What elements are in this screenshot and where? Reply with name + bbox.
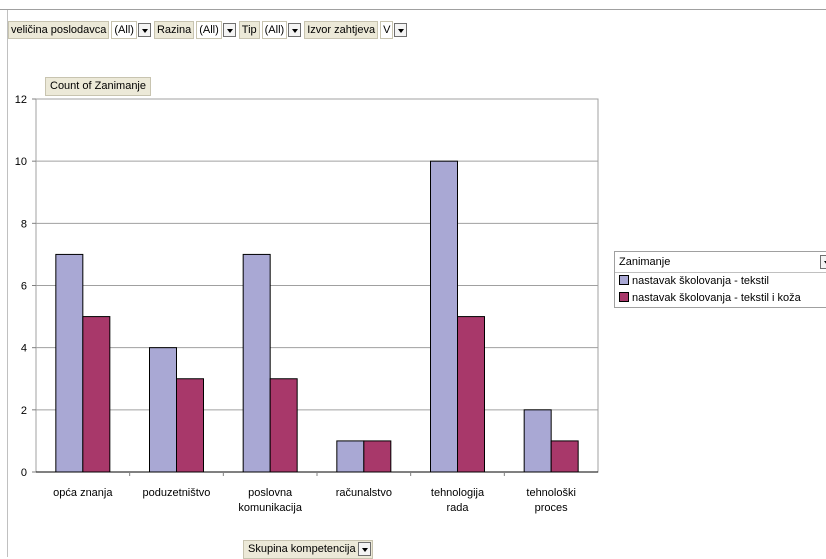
x-tick-label: tehnologija rada [431, 487, 485, 514]
row-field-button[interactable]: Skupina kompetencija [243, 540, 373, 559]
bars-layer [55, 160, 579, 473]
x-tick-label: opća znanja [53, 487, 113, 499]
x-tick-label: računalstvo [336, 487, 392, 499]
page-filter-bar: veličina poslodavca (All) Razina (All) T… [8, 21, 410, 39]
filter-dropdown-velicina-icon[interactable] [137, 23, 151, 37]
bar-series-2 [457, 316, 485, 473]
filter-dropdown-razina-icon[interactable] [222, 23, 236, 37]
bar-series-2 [82, 316, 111, 473]
bar-series-1 [149, 347, 177, 473]
filter-label-tip: Tip [238, 21, 260, 39]
bar-series-2 [176, 378, 204, 473]
filter-value-razina[interactable]: (All) [196, 21, 222, 39]
y-tick-label: 10 [15, 156, 27, 168]
bar-series-1 [523, 409, 552, 473]
bar-series-1 [336, 440, 365, 473]
legend-swatch-icon [619, 292, 629, 302]
y-tick-label: 0 [21, 467, 27, 479]
filter-label-izvor: Izvor zahtjeva [304, 21, 379, 39]
filter-label-razina: Razina [153, 21, 195, 39]
filter-label-velicina: veličina poslodavca [8, 21, 110, 39]
x-tick-label: tehnološki proces [526, 487, 576, 514]
filter-dropdown-izvor-icon[interactable] [394, 23, 408, 37]
legend-title: Zanimanje [619, 256, 671, 268]
legend-dropdown-icon[interactable] [820, 255, 826, 269]
legend-header: Zanimanje [615, 252, 826, 273]
x-tick-label: poslovna komunikacija [238, 487, 302, 514]
legend-item-label: nastavak školovanja - tekstil i koža [632, 292, 801, 304]
bar-series-1 [430, 160, 458, 473]
row-field-dropdown-icon[interactable] [357, 542, 371, 557]
data-field-button[interactable]: Count of Zanimanje [45, 77, 151, 96]
top-border [0, 9, 826, 10]
bar-series-2 [363, 440, 392, 473]
legend-item: nastavak školovanja - tekstil i koža [615, 290, 826, 307]
y-tick-label: 12 [15, 94, 27, 106]
legend-item-label: nastavak školovanja - tekstil [632, 275, 769, 287]
legend-item: nastavak školovanja - tekstil [615, 273, 826, 290]
row-field-label: Skupina kompetencija [248, 543, 356, 555]
y-tick-label: 4 [21, 343, 27, 355]
bar-series-2 [269, 378, 298, 473]
filter-dropdown-tip-icon[interactable] [288, 23, 302, 37]
bar-series-1 [242, 253, 271, 473]
legend-swatch-icon [619, 275, 629, 285]
bar-series-1 [55, 253, 84, 473]
y-tick-label: 6 [21, 281, 27, 293]
filter-value-izvor[interactable]: V [380, 21, 394, 39]
y-tick-label: 8 [21, 218, 27, 230]
legend: Zanimanje nastavak školovanja - tekstil … [614, 251, 826, 308]
left-border [7, 10, 8, 557]
y-tick-label: 2 [21, 405, 27, 417]
filter-value-velicina[interactable]: (All) [111, 21, 137, 39]
labels-layer: 0 2 4 6 8 10 12 opća znanja poduzetništvo poslovn… [15, 94, 576, 514]
grid-layer [32, 98, 599, 476]
x-tick-label: poduzetništvo [143, 487, 211, 499]
filter-value-tip[interactable]: (All) [261, 21, 288, 39]
bar-series-2 [550, 440, 579, 473]
